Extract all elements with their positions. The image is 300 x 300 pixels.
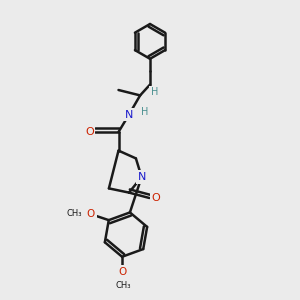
Text: O: O (118, 267, 126, 277)
Text: N: N (137, 172, 146, 182)
Text: CH₃: CH₃ (116, 281, 131, 290)
Text: O: O (152, 193, 160, 203)
Text: H: H (151, 87, 158, 98)
Text: N: N (125, 110, 133, 120)
Text: CH₃: CH₃ (67, 209, 83, 218)
Text: O: O (87, 208, 95, 218)
Text: H: H (141, 107, 148, 117)
Text: O: O (85, 127, 94, 137)
